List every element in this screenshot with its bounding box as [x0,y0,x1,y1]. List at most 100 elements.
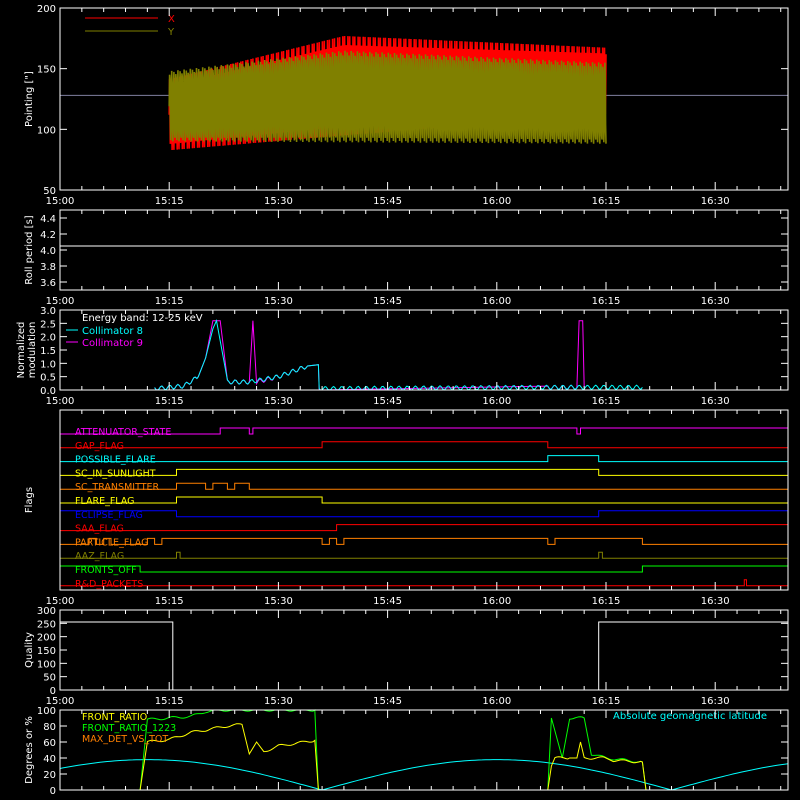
quality-series [60,621,788,691]
x-tick-label: 16:00 [482,396,511,407]
x-tick-label: 16:00 [482,296,511,307]
x-tick-label: 15:00 [46,296,75,307]
flag-label-attenuator-state: ATTENUATOR_STATE [75,427,171,438]
y-tick-label: 40 [43,754,56,765]
x-tick-label: 16:15 [592,696,621,707]
flag-line-saa-flag [60,524,788,532]
x-tick-label: 16:30 [701,296,730,307]
x-tick-label: 16:15 [592,596,621,607]
legend-label-front-ratio-1223: FRONT_RATIO_1223 [82,723,176,734]
roll-y-label: Roll period [s] [24,215,35,284]
x-tick-label: 15:30 [264,196,293,207]
x-tick-label: 15:30 [264,596,293,607]
x-tick-label: 16:30 [701,596,730,607]
x-tick-label: 15:45 [373,196,402,207]
y-tick-label: 150 [37,65,56,76]
modulation-y-label-1: Normalized [16,322,27,379]
y-tick-label: 3.8 [40,262,56,273]
flag-line-eclipse-flag [60,510,788,518]
pointing-frame [59,7,789,191]
x-tick-label: 15:15 [155,196,184,207]
x-tick-label: 15:00 [46,596,75,607]
flag-label-particle-flag: PARTICLE_FLAG [75,537,148,548]
y-tick-label: 2.0 [40,333,56,344]
ratio-series-front-ratio [139,723,647,791]
y-tick-label: 0 [50,686,56,697]
y-tick-label: 100 [37,125,56,136]
flags-frame [59,409,789,591]
legend-label-max-det-vs-tot: MAX_DET_VS_TOT [82,734,168,745]
y-tick-label: 50 [43,673,56,684]
y-tick-label: 3.6 [40,278,56,289]
flag-line-flare-flag [60,496,788,504]
modulation-y-label-2: modulation [27,322,38,379]
ratio-y-label: Degrees or % [24,716,35,784]
x-tick-label: 16:00 [482,596,511,607]
x-tick-label: 15:15 [155,596,184,607]
y-tick-label: 0.5 [40,373,56,384]
flag-label-possible-flare: POSSIBLE_FLARE [75,455,156,466]
flag-line-aaz-flag [60,551,788,559]
y-tick-label: 80 [43,722,56,733]
y-tick-label: 4.4 [40,214,56,225]
modulation-frame [59,309,789,391]
x-tick-label: 15:15 [155,296,184,307]
legend-label-front-ratio: FRONT_RATIO [82,712,147,723]
legend-label-y: Y [167,27,175,38]
x-tick-label: 15:45 [373,296,402,307]
x-tick-label: 16:15 [592,396,621,407]
y-tick-label: 1.5 [40,346,56,357]
x-tick-label: 15:45 [373,696,402,707]
modulation-series-collimator-9 [154,320,585,391]
x-tick-label: 15:30 [264,696,293,707]
quality-y-label: Quality [24,632,35,668]
flag-label-r-d-packets: R&D_PACKETS [75,579,143,590]
x-tick-label: 15:00 [46,396,75,407]
x-tick-label: 16:00 [482,196,511,207]
x-tick-label: 15:30 [264,396,293,407]
y-tick-label: 2.5 [40,319,56,330]
legend-label-collimator-9: Collimator 9 [82,338,143,349]
x-tick-label: 15:15 [155,396,184,407]
y-tick-label: 100 [37,659,56,670]
y-tick-label: 20 [43,770,56,781]
flag-label-eclipse-flag: ECLIPSE_FLAG [75,510,143,521]
flag-label-sc-transmitter: SC_TRANSMITTER [75,482,160,493]
y-tick-label: 200 [37,4,56,15]
modulation-series-collimator-8 [154,319,643,391]
y-tick-label: 150 [37,646,56,657]
flag-line-gap-flag [60,441,788,449]
y-tick-label: 0 [50,786,56,797]
flag-line-particle-flag [60,537,788,545]
legend-label-collimator-8: Collimator 8 [82,326,143,337]
flag-line-sc-transmitter [60,482,788,490]
legend-label-x: X [168,14,175,25]
flags-y-label: Flags [24,487,35,513]
flag-label-fronts-off: FRONTS_OFF [75,565,137,576]
flag-line-r-d-packets [60,579,788,587]
x-tick-label: 16:30 [701,396,730,407]
pointing-series-y [168,50,607,144]
flag-label-saa-flag: SAA_FLAG [75,524,124,535]
pointing-y-label: Pointing ["] [24,71,35,127]
x-tick-label: 16:00 [482,696,511,707]
y-tick-label: 1.0 [40,359,56,370]
ratio-frame [59,709,789,791]
latitude-label: Absolute geomagnetic latitude [613,711,767,722]
flag-line-possible-flare [60,455,788,463]
y-tick-label: 100 [37,706,56,717]
y-tick-label: 0.0 [40,386,56,397]
y-tick-label: 4.0 [40,246,56,257]
flag-label-sc-in-sunlight: SC_IN_SUNLIGHT [75,468,156,479]
y-tick-label: 250 [37,619,56,630]
latitude-series [59,759,789,791]
flag-label-flare-flag: FLARE_FLAG [75,496,135,507]
flag-line-attenuator-state [60,427,788,435]
flag-line-sc-in-sunlight [60,468,788,476]
x-tick-label: 15:45 [373,396,402,407]
x-tick-label: 16:30 [701,696,730,707]
y-tick-label: 60 [43,738,56,749]
x-tick-label: 15:15 [155,696,184,707]
